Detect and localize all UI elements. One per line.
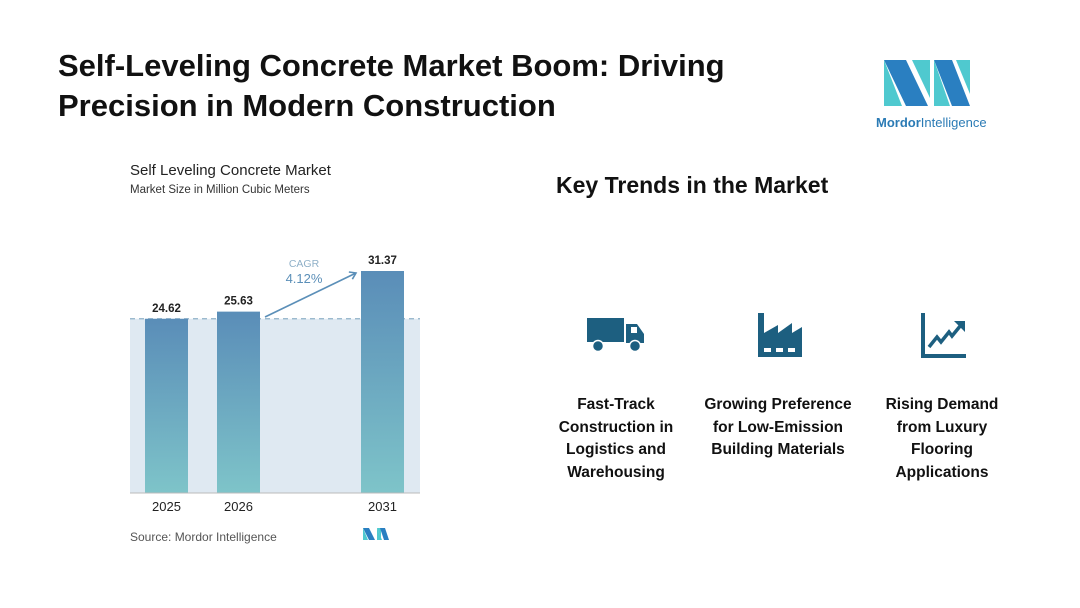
truck-icon bbox=[587, 318, 644, 353]
trend-item: Fast-Track Construction in Logistics and… bbox=[558, 396, 674, 481]
page-title: Self-Leveling Concrete Market Boom: Driv… bbox=[58, 48, 725, 123]
rising-chart-icon bbox=[921, 313, 966, 358]
x-tick-label: 2025 bbox=[152, 499, 181, 514]
chart-subtitle: Market Size in Million Cubic Meters bbox=[130, 184, 310, 196]
source-logo-icon bbox=[363, 528, 389, 540]
mordor-logo: MordorIntelligence bbox=[876, 58, 996, 130]
value-label: 31.37 bbox=[368, 255, 397, 267]
bar-2026 bbox=[217, 311, 260, 493]
logo-mark-icon bbox=[884, 60, 970, 106]
chart-title: Self Leveling Concrete Market bbox=[130, 162, 331, 179]
bar-2025 bbox=[145, 318, 188, 493]
value-label: 25.63 bbox=[224, 296, 253, 308]
logo-text-bold: Mordor bbox=[876, 115, 921, 130]
trend-item: Rising Demand from Luxury Flooring Appli… bbox=[885, 396, 999, 481]
logo-text-rest: Intelligence bbox=[920, 115, 987, 130]
x-tick-label: 2026 bbox=[224, 499, 253, 514]
chart-source: Source: Mordor Intelligence bbox=[130, 530, 277, 544]
bar-2031 bbox=[361, 271, 404, 493]
cagr-arrow bbox=[264, 271, 358, 318]
value-label: 24.62 bbox=[152, 303, 181, 315]
trend-item: Growing Preference for Low-Emission Buil… bbox=[704, 396, 852, 458]
factory-icon bbox=[758, 313, 802, 357]
cagr-label: CAGR bbox=[289, 258, 320, 270]
x-tick-label: 2031 bbox=[368, 499, 397, 514]
cagr-value: 4.12% bbox=[286, 271, 323, 286]
key-trends-heading: Key Trends in the Market bbox=[556, 172, 829, 198]
